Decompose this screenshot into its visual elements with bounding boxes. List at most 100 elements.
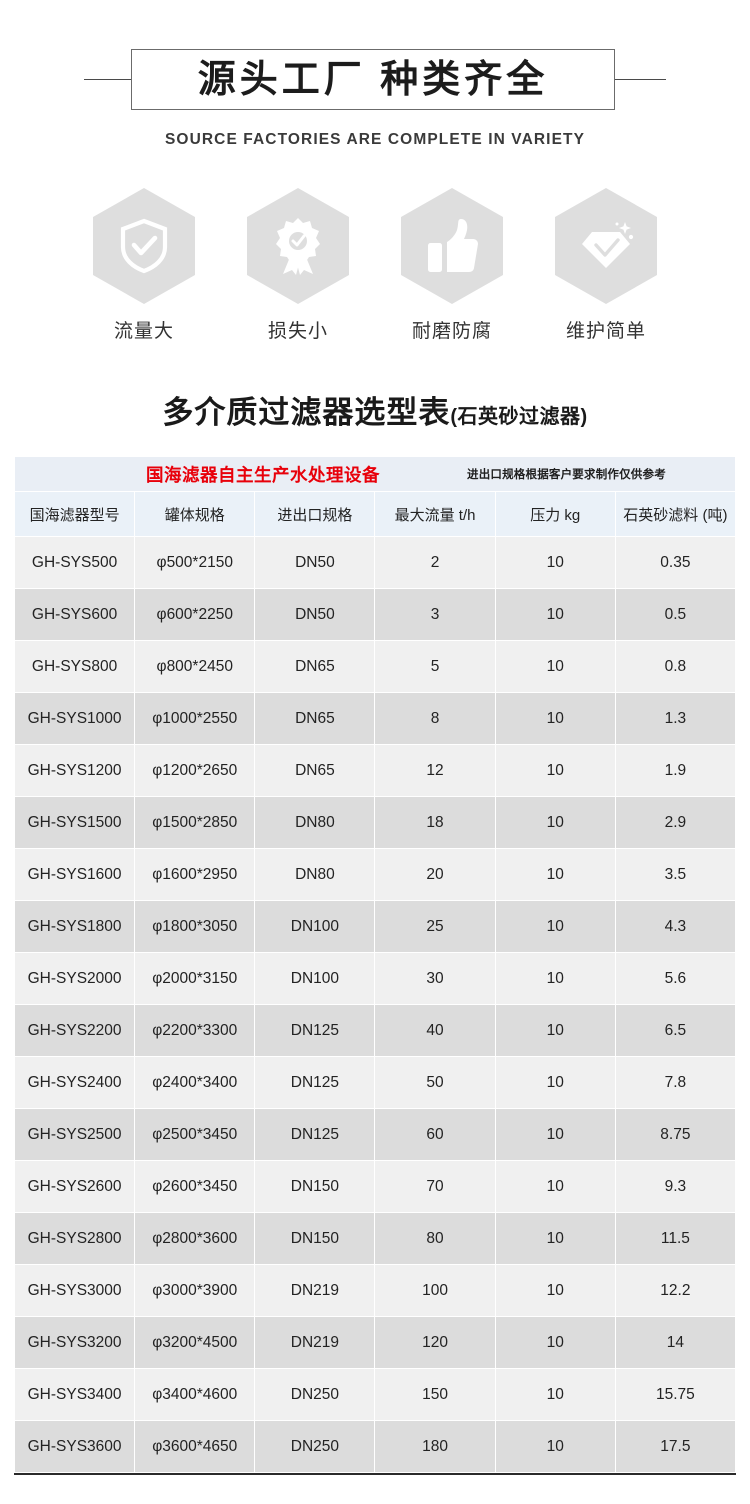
section-title-paren: (石英砂过滤器) xyxy=(450,406,588,428)
banner-title: 国海滤器自主生产水处理设备 xyxy=(146,464,380,485)
hero-banner: 源头工厂 种类齐全 SOURCE FACTORIES ARE COMPLETE … xyxy=(0,0,750,178)
hexagon-badge xyxy=(401,188,503,304)
table-cell: 10 xyxy=(495,797,615,848)
table-cell: 150 xyxy=(375,1369,495,1420)
table-cell: DN50 xyxy=(255,537,375,588)
feature-item-maintenance: 维护简单 xyxy=(551,188,661,343)
table-row: GH-SYS500 φ500*2150 DN50 2 10 0.35 xyxy=(15,537,735,588)
table-cell: φ2400*3400 xyxy=(135,1057,255,1108)
table-cell: GH-SYS600 xyxy=(15,589,135,640)
column-header: 罐体规格 xyxy=(135,492,255,536)
table-cell: φ3600*4650 xyxy=(135,1421,255,1472)
table-cell: φ3400*4600 xyxy=(135,1369,255,1420)
feature-item-wear: 耐磨防腐 xyxy=(397,188,507,343)
table-cell: DN219 xyxy=(255,1317,375,1368)
table-cell: 20 xyxy=(375,849,495,900)
table-cell: 10 xyxy=(495,745,615,796)
table-cell: GH-SYS3000 xyxy=(15,1265,135,1316)
column-header: 压力 kg xyxy=(495,492,615,536)
table-cell: DN150 xyxy=(255,1213,375,1264)
table-cell: DN80 xyxy=(255,797,375,848)
table-cell: 4.3 xyxy=(615,901,735,952)
table-cell: 8 xyxy=(375,693,495,744)
table-cell: GH-SYS2200 xyxy=(15,1005,135,1056)
table-row: GH-SYS2400 φ2400*3400 DN125 50 10 7.8 xyxy=(15,1057,735,1108)
table-cell: 10 xyxy=(495,901,615,952)
column-header: 石英砂滤料 (吨) xyxy=(615,492,735,536)
table-cell: 5 xyxy=(375,641,495,692)
table-cell: GH-SYS800 xyxy=(15,641,135,692)
table-cell: 10 xyxy=(495,1161,615,1212)
table-row: GH-SYS2800 φ2800*3600 DN150 80 10 11.5 xyxy=(15,1213,735,1264)
table-cell: 6.5 xyxy=(615,1005,735,1056)
table-cell: DN125 xyxy=(255,1005,375,1056)
table-cell: 11.5 xyxy=(615,1213,735,1264)
table-cell: DN100 xyxy=(255,901,375,952)
table-cell: 10 xyxy=(495,1005,615,1056)
shield-check-icon xyxy=(117,217,171,275)
table-cell: 10 xyxy=(495,1421,615,1472)
table-cell: 3 xyxy=(375,589,495,640)
table-cell: 60 xyxy=(375,1109,495,1160)
feature-label: 维护简单 xyxy=(565,321,646,342)
table-cell: 10 xyxy=(495,537,615,588)
table-row: GH-SYS600 φ600*2250 DN50 3 10 0.5 xyxy=(15,589,735,640)
table-cell: φ3200*4500 xyxy=(135,1317,255,1368)
table-cell: GH-SYS2400 xyxy=(15,1057,135,1108)
table-cell: DN100 xyxy=(255,953,375,1004)
table-cell: 0.5 xyxy=(615,589,735,640)
table-cell: 40 xyxy=(375,1005,495,1056)
table-cell: φ1200*2650 xyxy=(135,745,255,796)
table-row: GH-SYS3600 φ3600*4650 DN250 180 10 17.5 xyxy=(15,1421,735,1472)
table-row: GH-SYS3400 φ3400*4600 DN250 150 10 15.75 xyxy=(15,1369,735,1420)
table-cell: φ1000*2550 xyxy=(135,693,255,744)
table-cell: φ3000*3900 xyxy=(135,1265,255,1316)
table-cell: 10 xyxy=(495,693,615,744)
table-cell: DN65 xyxy=(255,745,375,796)
table-row: GH-SYS1800 φ1800*3050 DN100 25 10 4.3 xyxy=(15,901,735,952)
table-cell: 25 xyxy=(375,901,495,952)
table-cell: GH-SYS1000 xyxy=(15,693,135,744)
table-cell: DN80 xyxy=(255,849,375,900)
table-banner-row: 国海滤器自主生产水处理设备 进出口规格根据客户要求制作仅供参考 xyxy=(15,457,735,491)
column-header: 最大流量 t/h xyxy=(375,492,495,536)
column-header: 国海滤器型号 xyxy=(15,492,135,536)
table-cell: 17.5 xyxy=(615,1421,735,1472)
table-row: GH-SYS1600 φ1600*2950 DN80 20 10 3.5 xyxy=(15,849,735,900)
table-cell: 7.8 xyxy=(615,1057,735,1108)
column-header: 进出口规格 xyxy=(255,492,375,536)
table-cell: 10 xyxy=(495,1265,615,1316)
table-cell: GH-SYS3200 xyxy=(15,1317,135,1368)
table-cell: 1.9 xyxy=(615,745,735,796)
table-cell: 10 xyxy=(495,1317,615,1368)
award-ribbon-icon xyxy=(271,216,325,276)
table-cell: GH-SYS1200 xyxy=(15,745,135,796)
table-cell: 10 xyxy=(495,953,615,1004)
table-row: GH-SYS800 φ800*2450 DN65 5 10 0.8 xyxy=(15,641,735,692)
table-cell: 30 xyxy=(375,953,495,1004)
table-row: GH-SYS2600 φ2600*3450 DN150 70 10 9.3 xyxy=(15,1161,735,1212)
table-row: GH-SYS2000 φ2000*3150 DN100 30 10 5.6 xyxy=(15,953,735,1004)
table-banner-cell: 国海滤器自主生产水处理设备 进出口规格根据客户要求制作仅供参考 xyxy=(15,457,735,491)
table-cell: 10 xyxy=(495,1109,615,1160)
table-cell: DN65 xyxy=(255,693,375,744)
hero-title: 源头工厂 种类齐全 xyxy=(197,58,549,101)
table-cell: GH-SYS2500 xyxy=(15,1109,135,1160)
table-cell: 2.9 xyxy=(615,797,735,848)
table-cell: 12.2 xyxy=(615,1265,735,1316)
hero-rule-left xyxy=(84,79,144,80)
table-cell: φ800*2450 xyxy=(135,641,255,692)
table-cell: DN219 xyxy=(255,1265,375,1316)
table-cell: DN150 xyxy=(255,1161,375,1212)
feature-label: 流量大 xyxy=(113,321,174,342)
table-cell: 15.75 xyxy=(615,1369,735,1420)
thumbs-up-icon xyxy=(426,217,478,275)
table-cell: φ500*2150 xyxy=(135,537,255,588)
table-cell: 10 xyxy=(495,641,615,692)
table-cell: φ2200*3300 xyxy=(135,1005,255,1056)
table-cell: GH-SYS1800 xyxy=(15,901,135,952)
table-cell: 14 xyxy=(615,1317,735,1368)
table-cell: DN250 xyxy=(255,1369,375,1420)
table-row: GH-SYS1500 φ1500*2850 DN80 18 10 2.9 xyxy=(15,797,735,848)
spec-table: 国海滤器自主生产水处理设备 进出口规格根据客户要求制作仅供参考 国海滤器型号 罐体… xyxy=(14,456,736,1473)
